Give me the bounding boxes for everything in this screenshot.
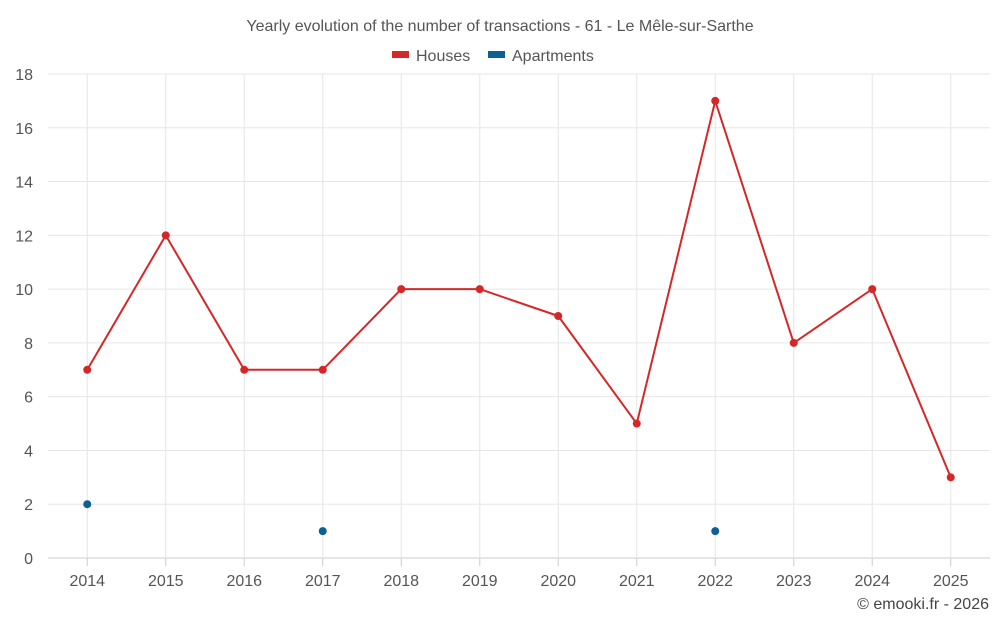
y-tick-label: 4 bbox=[24, 443, 33, 460]
data-point-houses-2021[interactable] bbox=[632, 419, 641, 428]
series-apartments bbox=[83, 500, 720, 536]
series-line-houses bbox=[86, 99, 952, 478]
y-tick-label: 12 bbox=[15, 228, 33, 245]
y-tick-label: 0 bbox=[24, 551, 33, 568]
legend-label-houses[interactable]: Houses bbox=[416, 48, 470, 65]
credit: © emooki.fr - 2026 bbox=[857, 596, 989, 613]
legend-label-apartments[interactable]: Apartments bbox=[512, 48, 594, 65]
y-tick-label: 8 bbox=[24, 336, 33, 353]
x-tick-label: 2022 bbox=[697, 573, 733, 590]
x-tick-label: 2019 bbox=[462, 573, 498, 590]
data-point-houses-2016[interactable] bbox=[240, 365, 249, 374]
data-point-houses-2025[interactable] bbox=[946, 473, 955, 482]
x-tick-label: 2024 bbox=[854, 573, 890, 590]
legend: Houses Apartments bbox=[392, 48, 594, 65]
x-tick-label: 2017 bbox=[305, 573, 341, 590]
data-point-apartments-2022[interactable] bbox=[711, 527, 720, 536]
grid bbox=[48, 73, 990, 559]
chart-title: Yearly evolution of the number of transa… bbox=[246, 18, 753, 35]
y-axis-ticks: 0 2 4 6 8 10 12 14 16 18 bbox=[15, 67, 33, 568]
data-point-houses-2023[interactable] bbox=[789, 338, 798, 347]
x-tick-label: 2021 bbox=[619, 573, 655, 590]
y-tick-label: 14 bbox=[15, 175, 33, 192]
y-tick-label: 18 bbox=[15, 67, 33, 84]
x-tick-label: 2014 bbox=[69, 573, 105, 590]
y-tick-label: 10 bbox=[15, 282, 33, 299]
x-tick-label: 2023 bbox=[776, 573, 812, 590]
data-point-houses-2018[interactable] bbox=[397, 285, 406, 294]
legend-swatch-houses bbox=[392, 51, 409, 58]
y-tick-label: 2 bbox=[24, 497, 33, 514]
data-point-houses-2014[interactable] bbox=[83, 365, 92, 374]
x-axis-ticks: 2014 2015 2016 2017 2018 2019 2020 2021 2022 2023… bbox=[69, 558, 969, 590]
data-point-houses-2024[interactable] bbox=[868, 285, 877, 294]
data-point-houses-2017[interactable] bbox=[318, 365, 327, 374]
series-houses bbox=[83, 96, 955, 482]
data-point-houses-2022[interactable] bbox=[711, 96, 720, 105]
series-layer bbox=[83, 96, 955, 536]
data-point-houses-2015[interactable] bbox=[161, 231, 170, 240]
data-point-apartments-2014[interactable] bbox=[83, 500, 92, 509]
legend-swatch-apartments bbox=[488, 51, 505, 58]
y-tick-label: 6 bbox=[24, 390, 33, 407]
data-point-houses-2019[interactable] bbox=[475, 285, 484, 294]
x-tick-label: 2018 bbox=[383, 573, 419, 590]
x-tick-label: 2016 bbox=[226, 573, 262, 590]
data-point-apartments-2017[interactable] bbox=[318, 527, 327, 536]
y-tick-label: 16 bbox=[15, 121, 33, 138]
data-point-houses-2020[interactable] bbox=[554, 312, 563, 320]
x-tick-label: 2020 bbox=[540, 573, 576, 590]
x-tick-label: 2015 bbox=[148, 573, 184, 590]
x-tick-label: 2025 bbox=[933, 573, 969, 590]
